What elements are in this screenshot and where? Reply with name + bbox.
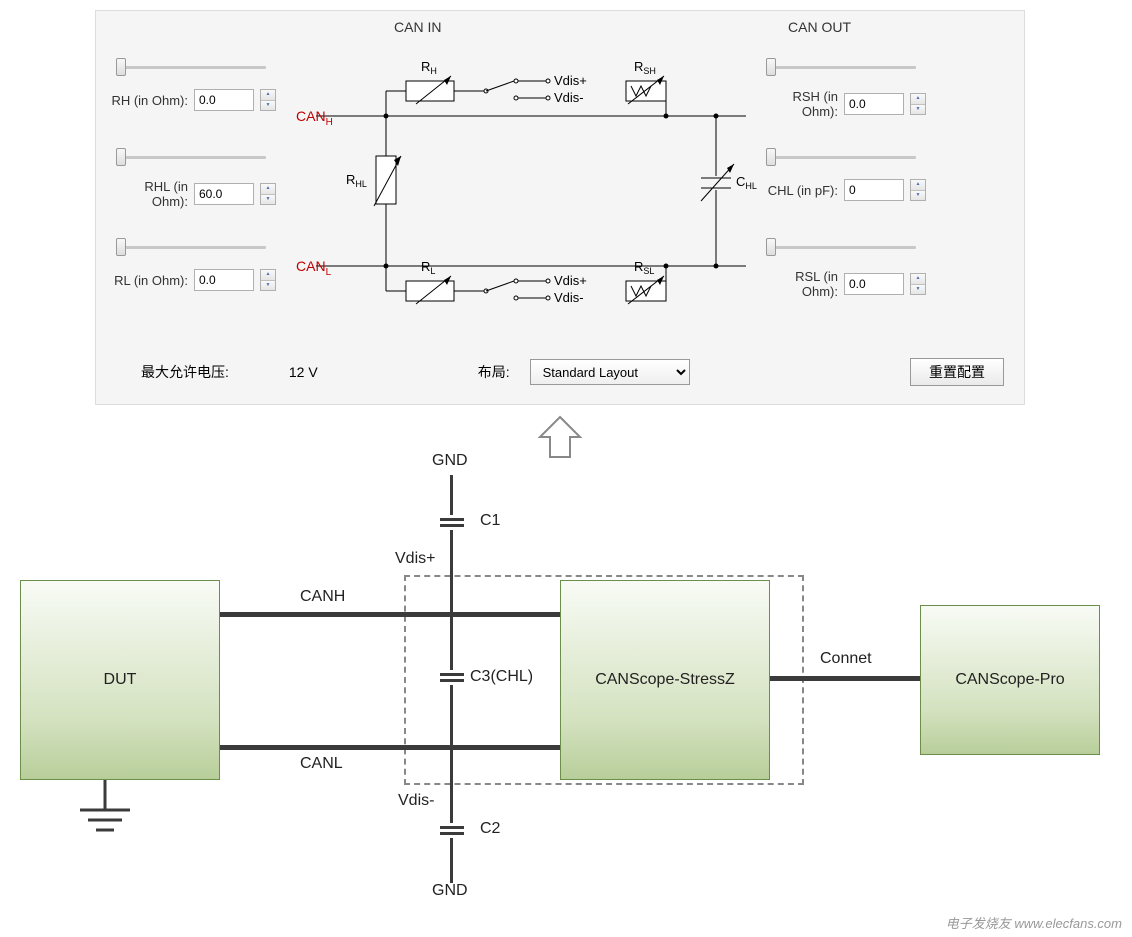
canh-line bbox=[220, 612, 560, 617]
rh-slider[interactable] bbox=[116, 66, 266, 69]
rh-label: RH (in Ohm): bbox=[106, 93, 188, 108]
max-voltage-value: 12 V bbox=[289, 364, 318, 380]
bottom-controls: 最大允许电压: 12 V 布局: Standard Layout 重置配置 bbox=[141, 358, 1004, 386]
v-line-1 bbox=[450, 475, 453, 515]
layout-label: 布局: bbox=[478, 362, 510, 382]
ground-icon bbox=[70, 780, 140, 850]
rl-spinner[interactable]: ▲▼ bbox=[260, 269, 276, 291]
c2-label: C2 bbox=[480, 820, 500, 838]
c1-label: C1 bbox=[480, 512, 500, 530]
canh-label: CANH bbox=[300, 588, 345, 606]
rhl-spinner[interactable]: ▲▼ bbox=[260, 183, 276, 205]
v-line-6 bbox=[450, 838, 453, 883]
c2-cap bbox=[440, 823, 464, 838]
connet-line bbox=[770, 676, 920, 681]
block-diagram: DUT CANScope-StressZ CANScope-Pro CANH C… bbox=[20, 450, 1110, 900]
gnd-bot-label: GND bbox=[432, 882, 468, 900]
c3-cap bbox=[440, 670, 464, 685]
svg-text:Vdis+: Vdis+ bbox=[554, 73, 587, 88]
canh-label: CANH bbox=[296, 108, 333, 128]
vdisp-label: Vdis+ bbox=[395, 550, 435, 568]
circuit-diagram: CANH CANL RH Vdis+ Vdis- RHL bbox=[296, 56, 776, 326]
watermark: 电子发烧友 www.elecfans.com bbox=[946, 913, 1122, 932]
c3-label: C3(CHL) bbox=[470, 668, 533, 686]
c1-cap bbox=[440, 515, 464, 530]
svg-text:Vdis-: Vdis- bbox=[554, 290, 584, 305]
v-line-4 bbox=[450, 685, 453, 748]
canl-line bbox=[220, 745, 560, 750]
rsl-spinner[interactable]: ▲▼ bbox=[910, 273, 926, 295]
block-dut: DUT bbox=[20, 580, 220, 780]
rh-input[interactable] bbox=[194, 89, 254, 111]
block-pro: CANScope-Pro bbox=[920, 605, 1100, 755]
header-can-out: CAN OUT bbox=[788, 19, 851, 35]
canl-label: CANL bbox=[300, 755, 343, 773]
layout-select[interactable]: Standard Layout bbox=[530, 359, 690, 385]
rhl-slider[interactable] bbox=[116, 156, 266, 159]
svg-text:RHL: RHL bbox=[346, 172, 367, 189]
svg-text:Vdis+: Vdis+ bbox=[554, 273, 587, 288]
svg-text:RL: RL bbox=[421, 259, 435, 276]
rl-input[interactable] bbox=[194, 269, 254, 291]
rsl-input[interactable] bbox=[844, 273, 904, 295]
rl-label: RL (in Ohm): bbox=[106, 273, 188, 288]
v-line-3 bbox=[450, 615, 453, 670]
rl-slider[interactable] bbox=[116, 246, 266, 249]
rh-spinner[interactable]: ▲▼ bbox=[260, 89, 276, 111]
canl-label: CANL bbox=[296, 258, 332, 278]
header-can-in: CAN IN bbox=[394, 19, 441, 35]
rsh-slider[interactable] bbox=[766, 66, 916, 69]
chl-slider[interactable] bbox=[766, 156, 916, 159]
dashed-region bbox=[404, 575, 804, 785]
svg-text:Vdis-: Vdis- bbox=[554, 90, 584, 105]
vdism-label: Vdis- bbox=[398, 792, 434, 810]
max-voltage-label: 最大允许电压: bbox=[141, 362, 229, 382]
chl-input[interactable] bbox=[844, 179, 904, 201]
v-line-5 bbox=[450, 748, 453, 823]
connet-label: Connet bbox=[820, 650, 872, 668]
gnd-top-label: GND bbox=[432, 452, 468, 470]
reset-button[interactable]: 重置配置 bbox=[910, 358, 1004, 386]
v-line-2 bbox=[450, 530, 453, 615]
rsh-spinner[interactable]: ▲▼ bbox=[910, 93, 926, 115]
rhl-label: RHL (in Ohm): bbox=[106, 179, 188, 209]
svg-text:RSH: RSH bbox=[634, 59, 656, 76]
rsl-slider[interactable] bbox=[766, 246, 916, 249]
chl-spinner[interactable]: ▲▼ bbox=[910, 179, 926, 201]
rhl-input[interactable] bbox=[194, 183, 254, 205]
svg-text:CHL: CHL bbox=[736, 174, 757, 191]
svg-text:RH: RH bbox=[421, 59, 437, 76]
rsh-input[interactable] bbox=[844, 93, 904, 115]
svg-text:RSL: RSL bbox=[634, 259, 654, 276]
control-panel: CAN IN CAN OUT RH (in Ohm): ▲▼ RHL (in O… bbox=[95, 10, 1025, 405]
